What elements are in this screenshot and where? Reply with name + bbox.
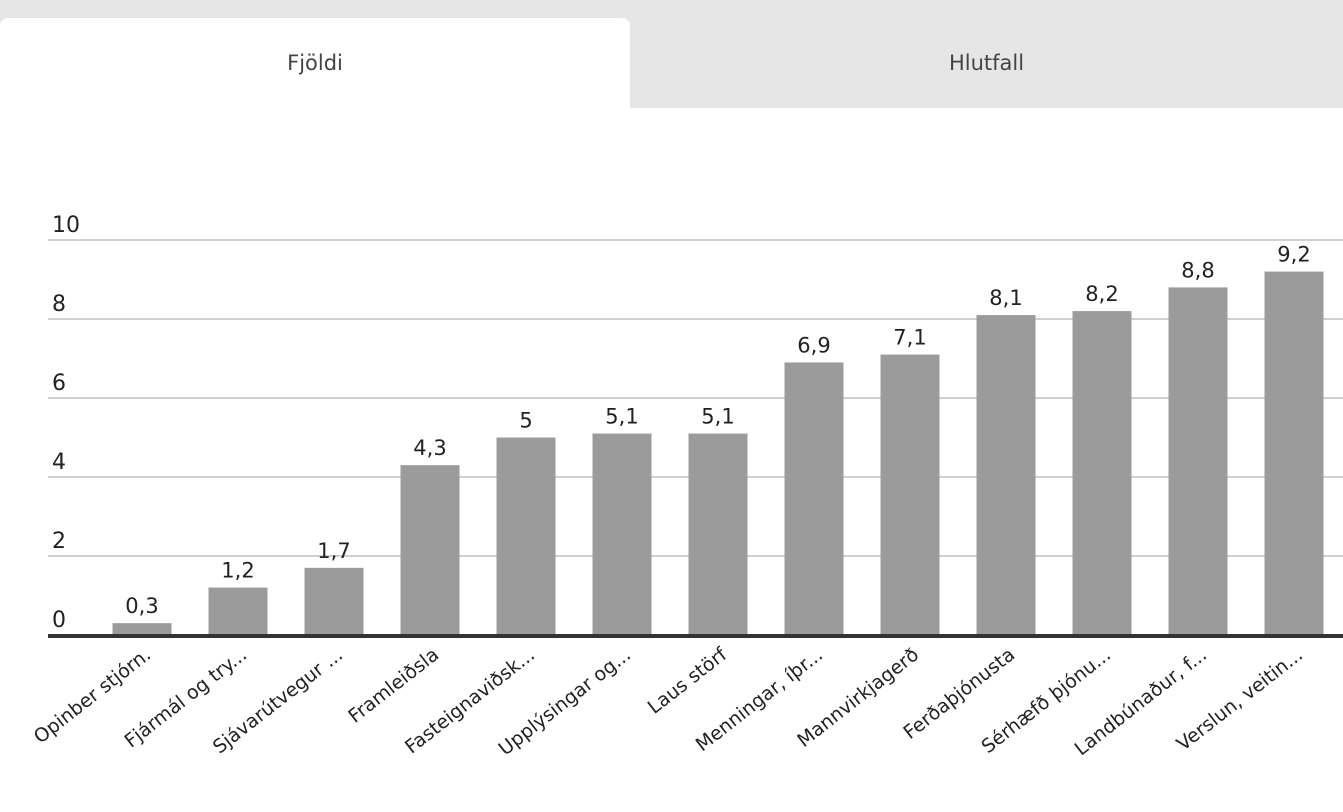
bar [304, 567, 364, 635]
data-label: 9,2 [1277, 243, 1310, 267]
value-labels: 0,3 1,2 1,7 4,3 5 5,1 5,1 6,9 7,1 8,1 8,2 8,8 9,2 [125, 243, 1310, 619]
bar [976, 315, 1036, 635]
bar [496, 437, 556, 635]
tab-bar: Fjöldi Hlutfall [0, 10, 1343, 108]
tab-hlutfall[interactable]: Hlutfall [948, 51, 1025, 75]
bar [1264, 271, 1324, 635]
x-tick-label: Framleiðsla [344, 644, 443, 728]
bar [592, 433, 652, 635]
data-label: 5,1 [701, 405, 734, 429]
data-label: 1,2 [221, 559, 254, 583]
y-tick-label: 0 [52, 608, 66, 633]
y-axis-ticks: 0 2 4 6 8 10 [52, 213, 80, 633]
data-label: 0,3 [125, 594, 158, 618]
bar [112, 623, 172, 635]
bar [688, 433, 748, 635]
bar [880, 354, 940, 635]
data-label: 7,1 [893, 326, 926, 350]
y-tick-label: 8 [52, 292, 66, 317]
y-tick-label: 2 [52, 529, 66, 554]
bar [1168, 287, 1228, 635]
bars [112, 271, 1324, 635]
data-label: 5 [519, 409, 532, 433]
bar [1072, 311, 1132, 635]
data-label: 1,7 [317, 539, 350, 563]
x-axis-labels: Opinber stjórn.Fjármál og try...Sjávarút… [30, 643, 1307, 760]
data-label: 8,1 [989, 286, 1022, 310]
bar [784, 362, 844, 635]
y-tick-label: 6 [52, 371, 66, 396]
bar [208, 587, 268, 635]
y-tick-label: 4 [52, 450, 66, 475]
data-label: 6,9 [797, 333, 830, 357]
y-tick-label: 10 [52, 213, 80, 238]
top-strip [0, 0, 1343, 10]
data-label: 8,8 [1181, 258, 1214, 282]
bar [400, 465, 460, 635]
tab-fjoldi[interactable]: Fjöldi [0, 18, 630, 108]
bar-chart: 0 2 4 6 8 10 0,3 1,2 1,7 4,3 5 5,1 5,1 6,9 7,1 8,1 8,2 8… [30, 213, 1343, 760]
data-label: 5,1 [605, 405, 638, 429]
data-label: 4,3 [413, 436, 446, 460]
x-tick-label: Laus störf [644, 643, 732, 719]
data-label: 8,2 [1085, 282, 1118, 306]
